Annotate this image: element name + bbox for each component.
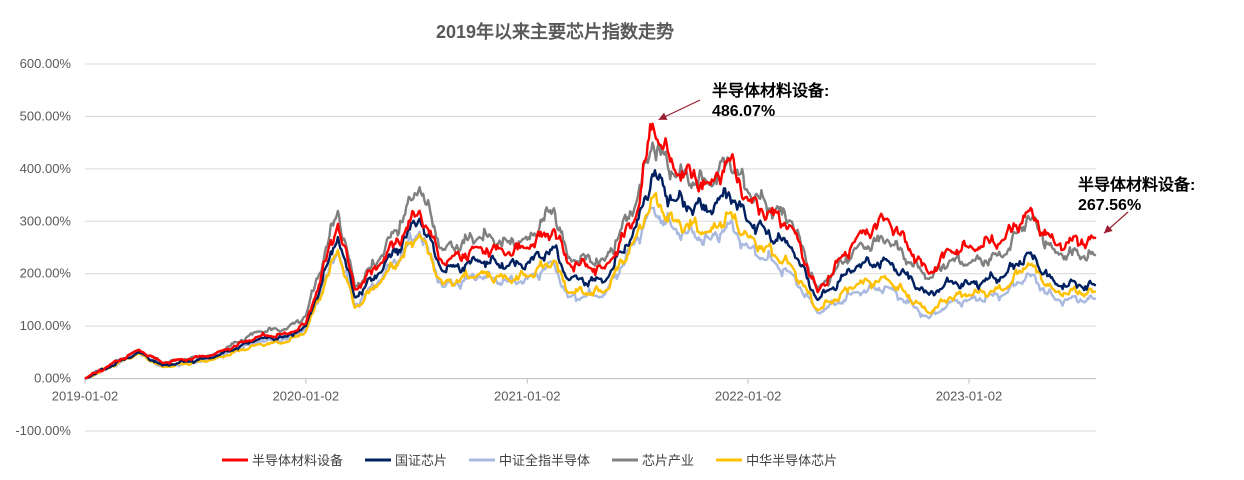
annotation-arrow-head [658, 112, 668, 120]
legend-label: 半导体材料设备 [252, 453, 343, 468]
x-tick-label: 2023-01-02 [936, 389, 1003, 404]
y-tick-label: 500.00% [20, 108, 72, 123]
legend-label: 国证芯片 [395, 453, 447, 468]
series-line [84, 122, 1097, 380]
annotation-arrow-head [1104, 224, 1113, 234]
annotation-text: 半导体材料设备: [712, 81, 829, 100]
x-tick-label: 2021-01-02 [494, 389, 561, 404]
chart-title: 2019年以来主要芯片指数走势 [436, 21, 674, 42]
x-tick-label: 2022-01-02 [715, 389, 782, 404]
legend: 半导体材料设备 国证芯片 中证全指半导体 芯片产业 中华半导体芯片 [222, 453, 837, 468]
annotation-text: 486.07% [712, 103, 775, 120]
y-tick-label: 200.00% [20, 266, 72, 281]
legend-label: 中证全指半导体 [499, 453, 590, 468]
axes: -100.00% 0.00% 100.00% 200.00% 300.00% 400.00… [15, 56, 1096, 438]
y-tick-label: 0.00% [34, 371, 71, 386]
y-tick-label: -100.00% [15, 423, 71, 438]
x-tick-label: 2020-01-02 [273, 389, 340, 404]
annotation-text: 半导体材料设备: [1078, 175, 1195, 194]
y-tick-label: 400.00% [20, 161, 72, 176]
annotation-text: 267.56% [1078, 197, 1141, 214]
series-line [84, 192, 1097, 380]
series-lines [84, 122, 1097, 380]
series-line [84, 169, 1097, 380]
legend-label: 中华半导体芯片 [746, 453, 837, 468]
grid-lines [85, 63, 1096, 432]
legend-label: 芯片产业 [642, 453, 694, 468]
series-line [84, 206, 1097, 380]
series-line [84, 141, 1097, 380]
annotations: 半导体材料设备: 486.07% 半导体材料设备: 267.56% [658, 81, 1195, 234]
y-tick-label: 300.00% [20, 213, 72, 228]
x-tick-label: 2019-01-02 [52, 389, 119, 404]
y-tick-label: 600.00% [20, 56, 72, 71]
y-tick-label: 100.00% [20, 318, 72, 333]
